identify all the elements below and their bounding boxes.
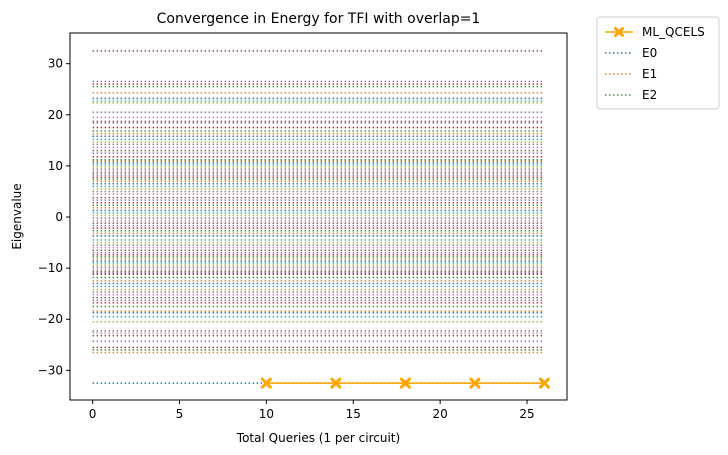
legend-label: E0: [642, 46, 657, 60]
series-point: [469, 377, 481, 389]
legend-label: E1: [642, 67, 657, 81]
series-point: [538, 377, 550, 389]
y-tick-label: 20: [48, 108, 63, 122]
x-axis-ticks: 0 5 10 15 20 25: [89, 400, 535, 421]
axes-frame: [69, 32, 568, 401]
y-tick-label: 0: [55, 210, 63, 224]
y-axis-label: Eigenvalue: [10, 183, 24, 249]
legend-label: ML_QCELS: [642, 25, 705, 39]
y-tick-label: −20: [38, 312, 63, 326]
series-point: [260, 377, 272, 389]
series-layer: [260, 377, 550, 389]
series-point: [330, 377, 342, 389]
y-tick-label: −30: [38, 363, 63, 377]
series-point: [399, 377, 411, 389]
legend-swatch-marker: [614, 27, 624, 37]
y-tick-label: −10: [38, 261, 63, 275]
chart-title: Convergence in Energy for TFI with overl…: [157, 11, 481, 27]
legend-label: E2: [642, 88, 657, 102]
x-tick-label: 5: [176, 407, 184, 421]
eigenvalue-lines: [92, 50, 545, 384]
x-tick-label: 25: [519, 407, 534, 421]
x-tick-label: 10: [259, 407, 274, 421]
y-axis-ticks: −30 −20 −10 0 10 20 30: [38, 57, 70, 377]
y-tick-label: 30: [48, 57, 63, 71]
legend: ML_QCELS E0 E1 E2: [596, 16, 720, 110]
x-tick-label: 20: [433, 407, 448, 421]
y-tick-label: 10: [48, 159, 63, 173]
legend-box: [596, 16, 720, 110]
x-tick-label: 15: [346, 407, 361, 421]
x-tick-label: 0: [89, 407, 97, 421]
x-axis-label: Total Queries (1 per circuit): [236, 431, 400, 445]
